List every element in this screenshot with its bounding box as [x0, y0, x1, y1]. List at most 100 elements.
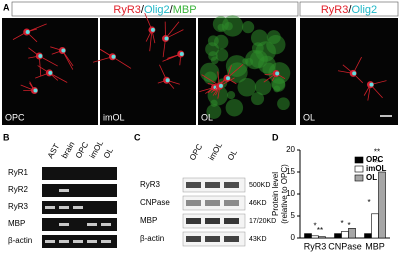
band	[73, 240, 83, 243]
mbp-signal	[245, 49, 265, 70]
nucleus	[179, 51, 184, 56]
image-label: OL	[201, 112, 213, 122]
legend-swatch	[354, 165, 364, 173]
y-tick-label: 15	[286, 167, 295, 176]
significance: *	[340, 219, 343, 228]
column-label: AST	[46, 142, 62, 160]
nucleus	[165, 78, 170, 83]
band	[224, 236, 239, 242]
band	[224, 200, 239, 206]
y-axis-label: Protein level	[271, 172, 280, 216]
x-tick-label: MBP	[365, 241, 385, 251]
panel-label: A	[3, 2, 10, 12]
band	[87, 240, 97, 243]
process	[149, 29, 153, 52]
significance: *	[313, 222, 316, 231]
band	[59, 189, 69, 192]
row-label: β-actin	[140, 234, 164, 243]
image-label: imOL	[103, 112, 125, 122]
bar	[341, 231, 349, 239]
bar	[371, 213, 379, 239]
y-tick-label: 10	[286, 189, 295, 198]
row-label: CNPase	[140, 198, 170, 207]
band	[59, 206, 69, 209]
bar	[318, 236, 326, 239]
mbp-signal	[237, 77, 257, 97]
row-label: RyR3	[140, 180, 161, 189]
mbp-signal	[251, 92, 265, 106]
nucleus	[369, 82, 374, 87]
band	[205, 236, 220, 242]
panel-label: D	[272, 132, 279, 142]
legend-label: OL	[366, 173, 377, 182]
process	[112, 56, 132, 69]
bar	[348, 228, 356, 239]
legend-label: imOL	[366, 164, 387, 173]
y-tick-label: 0	[291, 233, 296, 242]
bar	[378, 171, 386, 239]
row-label: RyR2	[8, 185, 29, 194]
mbp-signal	[206, 104, 222, 119]
process	[201, 74, 221, 87]
nucleus	[25, 30, 30, 35]
row-label: MBP	[8, 219, 25, 228]
row-label: RyR3	[8, 202, 29, 211]
nucleus	[48, 70, 53, 75]
mbp-signal	[225, 55, 248, 77]
band	[59, 240, 69, 243]
column-label: OPC	[188, 142, 205, 162]
mbp-signal	[225, 98, 244, 117]
column-label: OPC	[74, 140, 91, 160]
size-label: 46KD	[249, 200, 267, 207]
band	[45, 206, 55, 209]
nucleus	[38, 54, 43, 59]
nucleus	[352, 71, 357, 76]
image-label: OL	[303, 112, 315, 122]
mbp-signal	[242, 21, 255, 34]
mbp-signal	[273, 85, 281, 93]
column-label: OL	[226, 148, 239, 162]
mbp-signal	[277, 97, 290, 111]
column-label: OL	[102, 146, 115, 160]
y-axis-label: (relative to OPC)	[280, 164, 289, 224]
legend-swatch	[354, 156, 364, 164]
mbp-signal	[221, 15, 244, 37]
y-tick-label: 20	[286, 145, 295, 154]
gel	[42, 218, 117, 231]
nucleus	[150, 27, 155, 32]
panel-label: C	[134, 132, 141, 142]
nucleus	[111, 54, 116, 59]
mbp-signal	[203, 71, 217, 85]
gel	[42, 184, 117, 197]
size-label: 500KD	[249, 182, 270, 189]
band	[101, 240, 111, 243]
nucleus	[218, 83, 223, 88]
row-label: RyR1	[8, 168, 29, 177]
size-label: 43KD	[249, 236, 267, 243]
header-box	[11, 1, 299, 17]
column-label: imOL	[207, 141, 225, 163]
legend-label: OPC	[366, 155, 384, 164]
band	[59, 223, 69, 226]
mbp-signal	[213, 34, 229, 50]
row-label: MBP	[140, 216, 157, 225]
mbp-signal	[215, 48, 229, 62]
band	[186, 236, 201, 242]
micrograph	[300, 18, 398, 125]
panel-label: B	[3, 132, 10, 142]
bar	[364, 233, 372, 239]
band	[87, 223, 97, 226]
process	[165, 21, 180, 39]
nucleus	[164, 36, 169, 41]
band	[205, 218, 220, 224]
x-tick-label: RyR3	[304, 241, 327, 251]
bar	[304, 233, 312, 239]
mbp-signal	[226, 91, 236, 100]
mbp-signal	[266, 30, 281, 45]
band	[101, 223, 111, 226]
band	[205, 182, 220, 188]
band	[224, 182, 239, 188]
band	[45, 240, 55, 243]
x-tick-label: CNPase	[328, 241, 362, 251]
